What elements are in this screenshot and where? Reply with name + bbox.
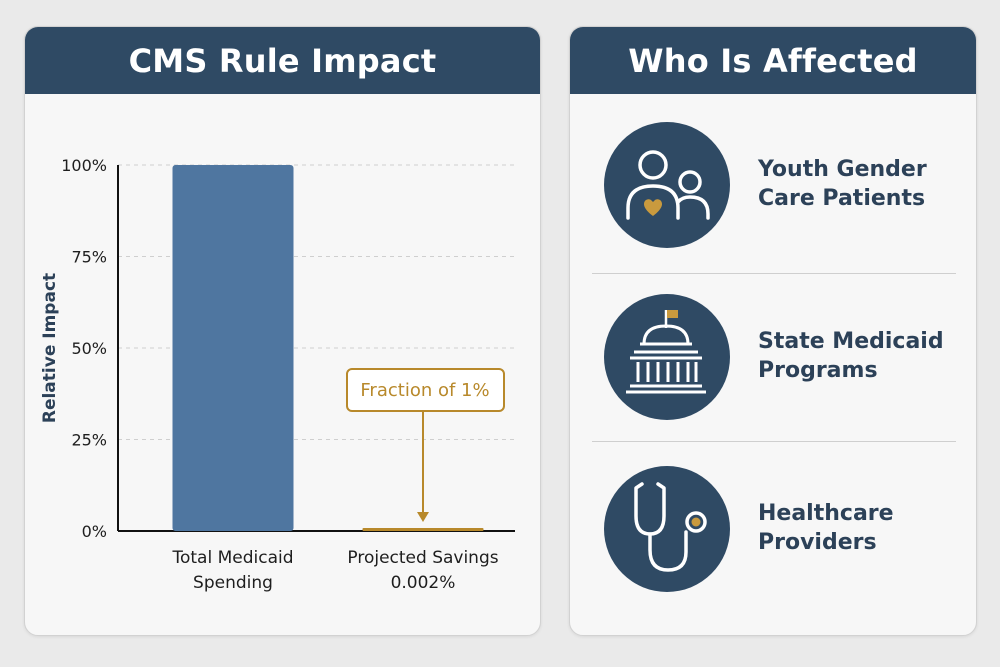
x-tick-label: Total Medicaid Spending xyxy=(171,548,293,593)
family-icon xyxy=(604,122,730,248)
capitol-icon xyxy=(604,294,730,420)
affected-panel: Who Is Affected Youth Gender Care Patien… xyxy=(569,26,977,636)
affected-label-state-programs: State Medicaid Programs xyxy=(758,329,944,383)
affected-title: Who Is Affected xyxy=(628,41,918,80)
affected-item-state-programs: State Medicaid Programs xyxy=(570,294,976,444)
bar-chart: 0% 25% 50% 75% 100% Relative Impact Total Medi… xyxy=(40,156,515,593)
y-tick-label: 0% xyxy=(82,522,107,541)
y-tick-label: 25% xyxy=(71,431,107,450)
y-tick-label: 75% xyxy=(71,248,107,267)
stethoscope-icon xyxy=(604,466,730,592)
y-tick-label: 50% xyxy=(71,339,107,358)
annotation-arrowhead xyxy=(417,512,429,522)
chart-title: CMS Rule Impact xyxy=(128,41,437,80)
affected-panel-header: Who Is Affected xyxy=(570,27,976,94)
x-tick-label: Projected Savings 0.002% xyxy=(347,548,498,593)
annotation-box xyxy=(346,368,505,412)
annotation-label: Fraction of 1% xyxy=(360,380,489,401)
bar xyxy=(362,528,484,531)
chart-panel: CMS Rule Impact 0% 25% 50% 75% 100% Relative … xyxy=(24,26,541,636)
y-axis-label: Relative Impact xyxy=(40,273,60,423)
divider xyxy=(592,273,956,274)
affected-item-patients: Youth Gender Care Patients xyxy=(570,122,976,272)
affected-label-patients: Youth Gender Care Patients xyxy=(758,157,927,211)
y-tick-label: 100% xyxy=(61,156,107,175)
affected-label-providers: Healthcare Providers xyxy=(758,501,894,555)
chart-panel-header: CMS Rule Impact xyxy=(25,27,540,94)
divider xyxy=(592,441,956,442)
bar xyxy=(172,165,294,531)
affected-item-providers: Healthcare Providers xyxy=(570,466,976,616)
